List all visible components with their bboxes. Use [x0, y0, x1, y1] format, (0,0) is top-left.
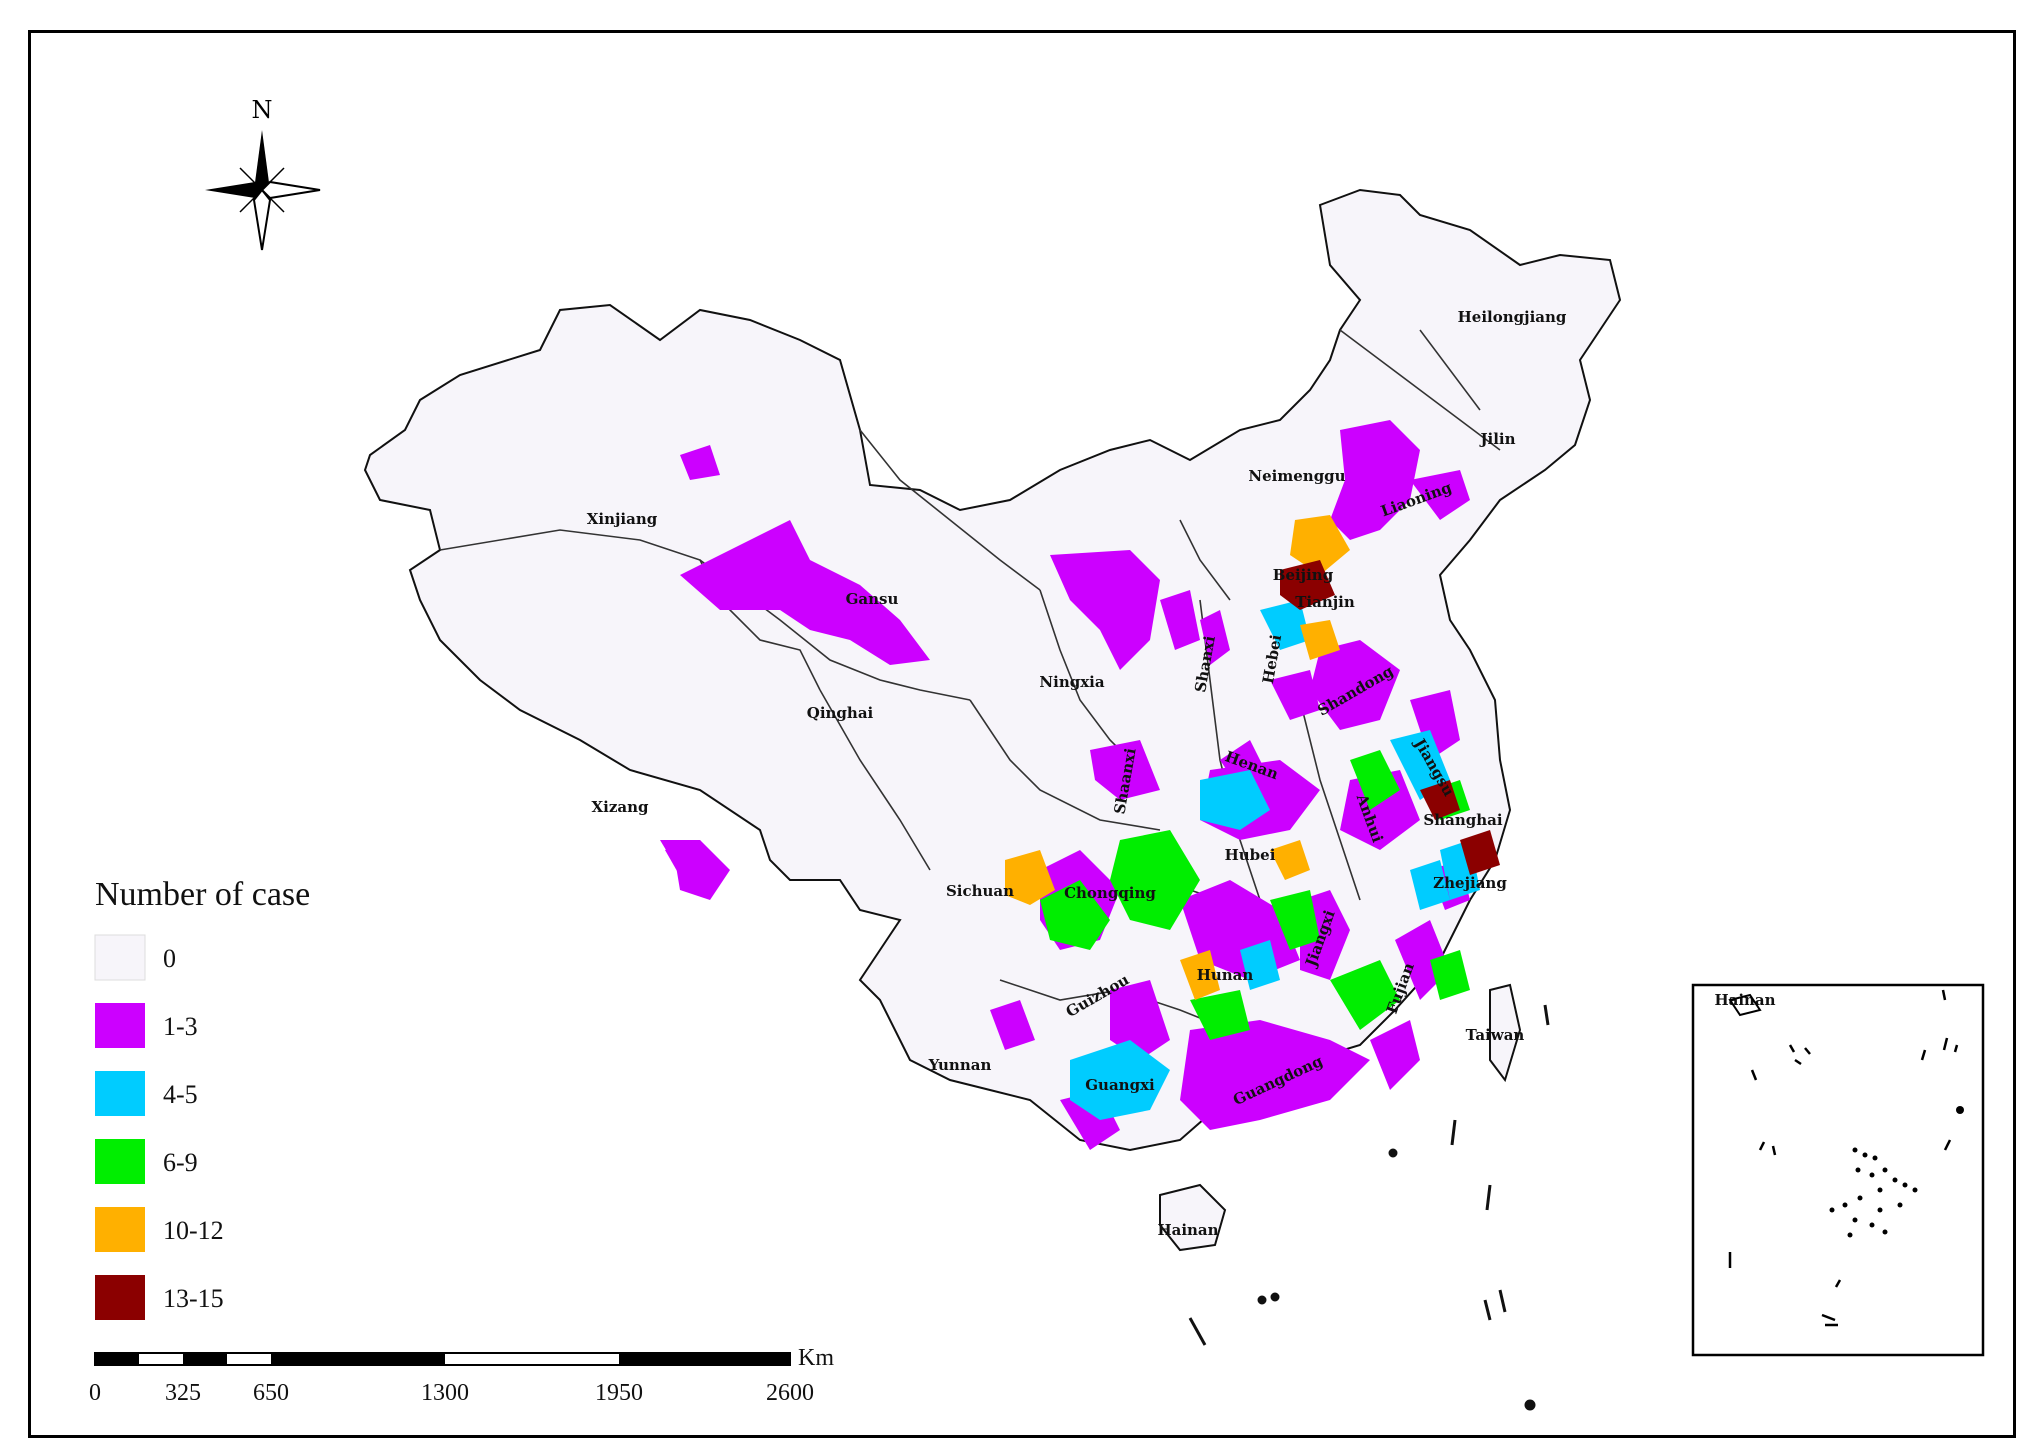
label-hainan: Hainan — [1157, 1221, 1218, 1239]
regions-13-15 — [1280, 560, 1500, 875]
inset-label: Hainan — [1714, 991, 1775, 1009]
label-shanghai: Shanghai — [1423, 811, 1502, 829]
label-chongqing: Chongqing — [1064, 884, 1156, 902]
scale-tick: 2600 — [766, 1380, 814, 1406]
legend-label: 13-15 — [163, 1284, 224, 1313]
legend-swatch — [95, 1139, 145, 1184]
legend-label: 6-9 — [163, 1148, 198, 1177]
province-labels: Heilongjiang Jilin Neimenggu Liaoning Be… — [587, 308, 1567, 1239]
north-arrow-icon: N — [205, 96, 321, 251]
legend-item: 1-3 — [95, 1003, 198, 1048]
legend-item: 13-15 — [95, 1275, 224, 1320]
regions-10-12 — [1005, 515, 1350, 1000]
legend-label: 0 — [163, 944, 176, 973]
scale-unit: Km — [798, 1345, 834, 1371]
legend-item: 6-9 — [95, 1139, 198, 1184]
label-jilin: Jilin — [1478, 430, 1515, 448]
china-outline — [363, 188, 1622, 1152]
label-gansu: Gansu — [846, 590, 899, 608]
label-yunnan: Yunnan — [928, 1056, 992, 1074]
legend: Number of case 0 1-3 4-5 6-9 10-12 13-15 — [94, 876, 310, 1320]
taiwan-island — [1489, 983, 1522, 1083]
legend-label: 4-5 — [163, 1080, 198, 1109]
legend-item: 10-12 — [95, 1207, 224, 1252]
label-guangxi: Guangxi — [1085, 1076, 1155, 1094]
label-ningxia: Ningxia — [1039, 673, 1104, 691]
label-neimenggu: Neimenggu — [1248, 467, 1345, 485]
legend-label: 1-3 — [163, 1012, 198, 1041]
sea-dashes — [1188, 1004, 1550, 1411]
legend-label: 10-12 — [163, 1216, 224, 1245]
label-hubei: Hubei — [1225, 846, 1276, 864]
label-tianjin: Tianjin — [1295, 593, 1355, 611]
label-zhejiang: Zhejiang — [1433, 874, 1507, 892]
scale-bar: Km 0 325 650 1300 1950 2600 — [89, 1345, 834, 1406]
inset-map: Hainan — [1691, 983, 1985, 1357]
scale-tick: 650 — [253, 1380, 289, 1406]
label-heilongjiang: Heilongjiang — [1458, 308, 1567, 326]
scale-tick: 0 — [89, 1380, 101, 1406]
isolated-spots — [665, 445, 1035, 1050]
scale-tick: 1300 — [421, 1380, 469, 1406]
legend-swatch — [95, 1071, 145, 1116]
label-taiwan: Taiwan — [1466, 1026, 1525, 1044]
legend-swatch — [95, 1207, 145, 1252]
label-sichuan: Sichuan — [946, 882, 1014, 900]
north-label: N — [252, 96, 273, 124]
label-beijing: Beijing — [1273, 566, 1334, 584]
label-hunan: Hunan — [1197, 966, 1254, 984]
legend-swatch — [95, 1003, 145, 1048]
hainan-island — [1159, 1183, 1227, 1252]
label-qinghai: Qinghai — [807, 704, 874, 722]
legend-item: 0 — [94, 934, 176, 981]
scale-tick: 325 — [165, 1380, 201, 1406]
scale-tick: 1950 — [595, 1380, 643, 1406]
legend-swatch — [95, 1275, 145, 1320]
regions-4-5 — [1070, 600, 1480, 1120]
legend-item: 4-5 — [95, 1071, 198, 1116]
label-xinjiang: Xinjiang — [587, 510, 658, 528]
legend-title: Number of case — [95, 876, 310, 913]
label-xizang: Xizang — [592, 798, 649, 816]
legend-swatch — [94, 934, 146, 981]
